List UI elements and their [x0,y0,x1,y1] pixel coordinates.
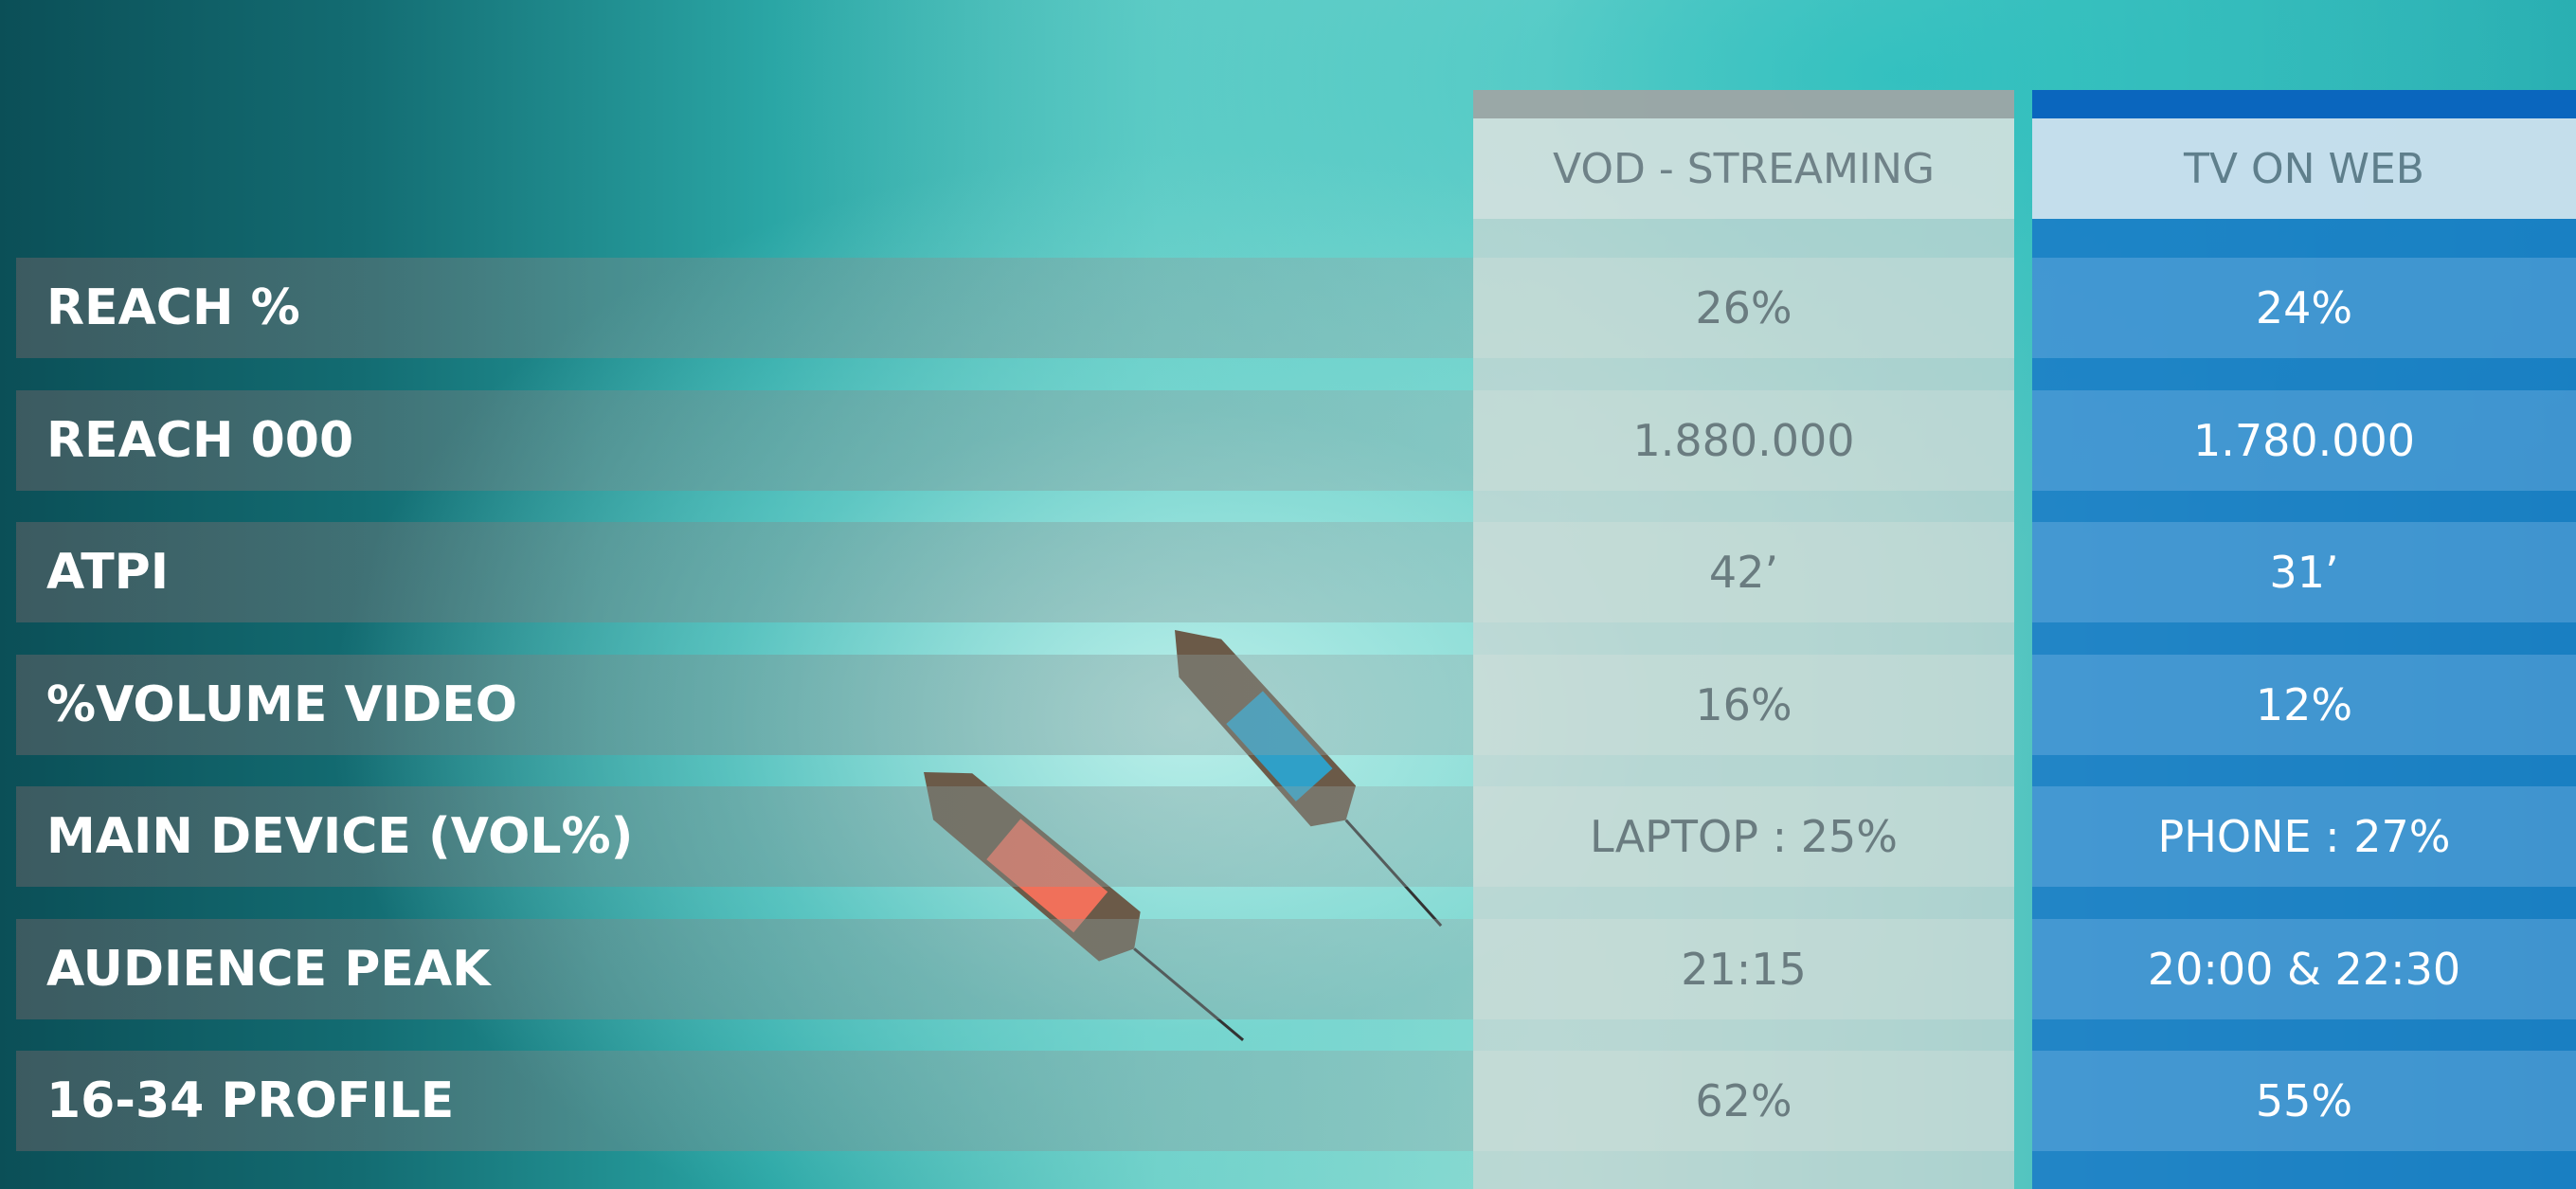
cell: 20:00 & 22:30 [2032,918,2576,1019]
row-label: REACH 000 [16,389,1473,491]
vod-column-top [1473,90,2014,118]
row-label: REACH % [16,258,1473,358]
cell: 1.780.000 [2032,389,2576,491]
column-header: TV ON WEB [2032,118,2576,219]
cell: 26% [1473,258,2014,358]
row-label: MAIN DEVICE (VOL%) [16,786,1473,887]
row-label: AUDIENCE PEAK [16,918,1473,1019]
cell: PHONE : 27% [2032,786,2576,887]
cell: 16% [1473,654,2014,755]
row-label: 16-34 PROFILE [16,1051,1473,1151]
cell: 31’ [2032,522,2576,622]
cell: 42’ [1473,522,2014,622]
cell: 21:15 [1473,918,2014,1019]
tv-column-top [2032,90,2576,118]
cell: 55% [2032,1051,2576,1151]
cell: LAPTOP : 25% [1473,786,2014,887]
cell: 24% [2032,258,2576,358]
tv-column [2032,90,2576,1189]
cell: 62% [1473,1051,2014,1151]
row-label: ATPI [16,522,1473,622]
column-header: VOD - STREAMING [1473,118,2014,219]
vod-column [1473,90,2014,1189]
row-label: %VOLUME VIDEO [16,654,1473,755]
cell: 12% [2032,654,2576,755]
cell: 1.880.000 [1473,389,2014,491]
